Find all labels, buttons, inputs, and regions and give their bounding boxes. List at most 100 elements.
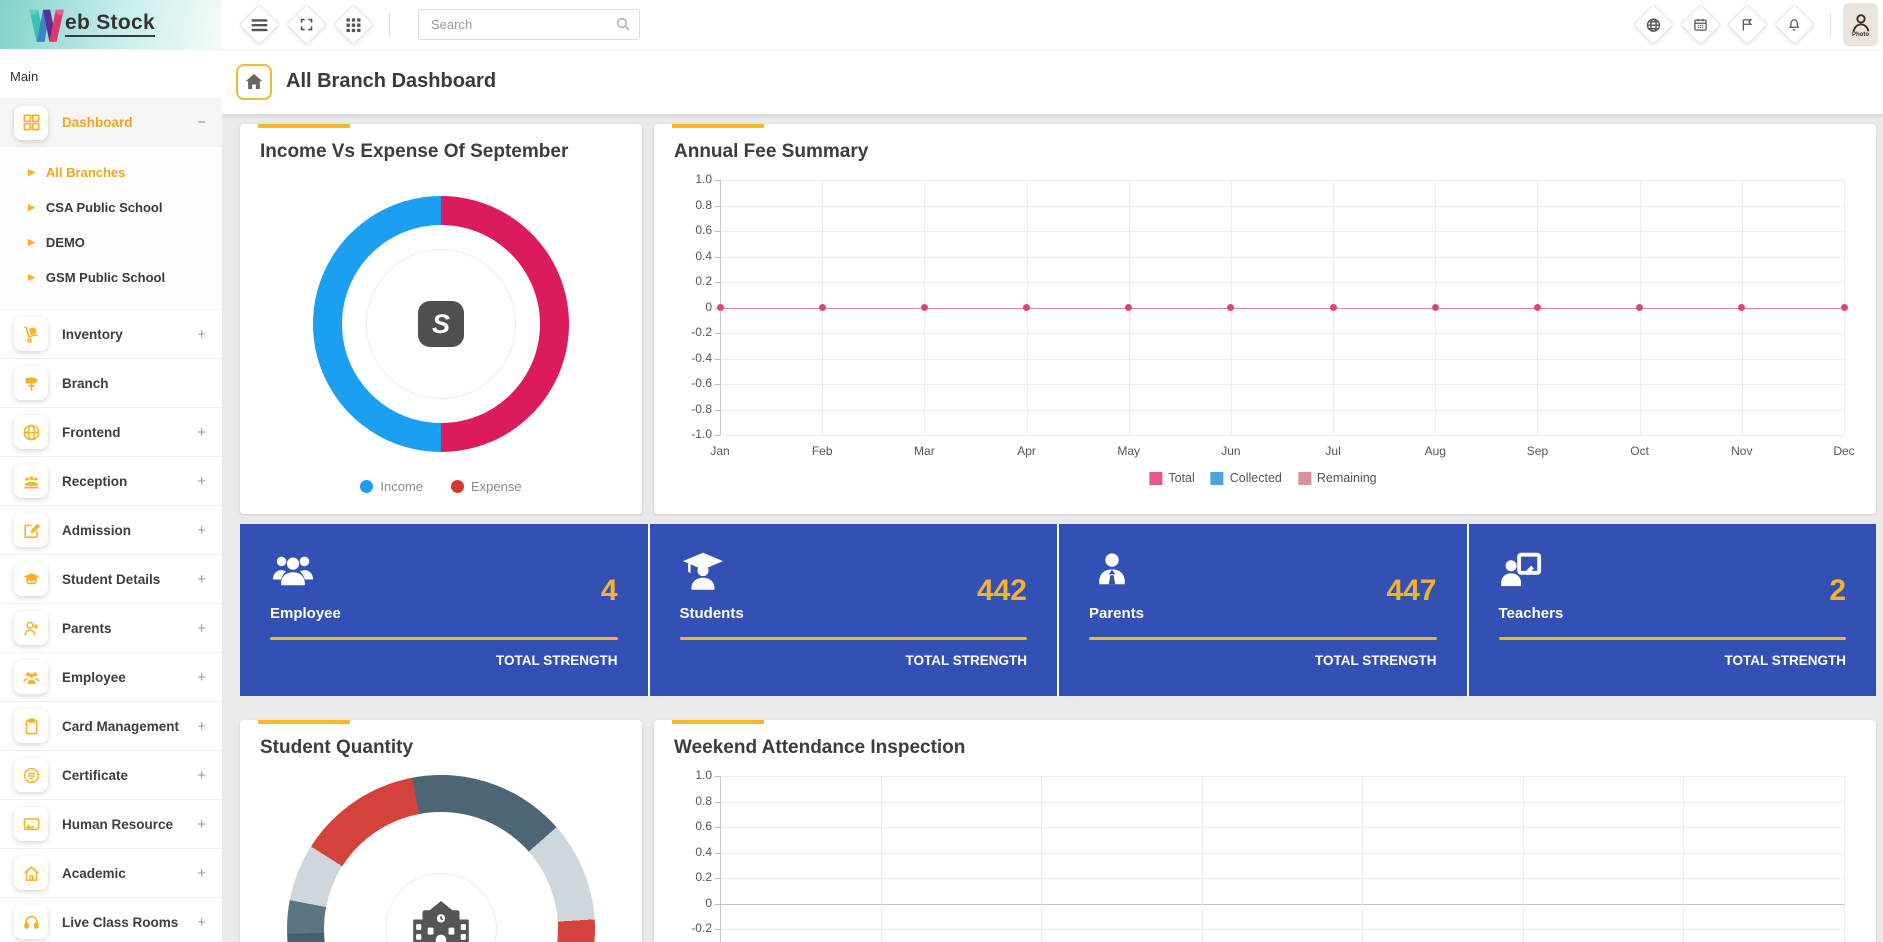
legend-dot (360, 480, 374, 493)
sidebar-item-student-details[interactable]: Student Details + (0, 555, 222, 604)
legend-label: Expense (471, 479, 522, 494)
gridline-h (720, 878, 1844, 879)
expand-icon: + (197, 619, 206, 637)
legend-item-collected: Collected (1210, 471, 1282, 485)
legend-label: Total (1168, 471, 1195, 485)
y-axis-label: -1.0 (691, 427, 712, 441)
sidebar-item-live-class-rooms[interactable]: Live Class Rooms + (0, 898, 222, 942)
fullscreen-button[interactable] (285, 3, 328, 46)
gridline-v (1844, 776, 1845, 942)
gridline-h (720, 333, 1844, 334)
y-axis-tick (715, 801, 720, 803)
stat-card-students: 442 Students TOTAL STRENGTH (647, 524, 1057, 696)
sidebar-item-frontend[interactable]: Frontend + (0, 408, 222, 457)
apps-grid-button[interactable] (332, 3, 375, 46)
gridline-v (880, 776, 882, 942)
stats-row: 4 Employee TOTAL STRENGTH 442 Students TOTAL … (240, 524, 1876, 696)
x-axis-label: Apr (1017, 444, 1036, 458)
expand-icon: + (197, 913, 206, 931)
card-accent-bar (672, 720, 764, 724)
gridline-h (720, 180, 1844, 181)
sidebar-subitem-label: CSA Public School (45, 200, 163, 215)
sidebar-item-branch[interactable]: Branch (0, 359, 222, 408)
menu-toggle-button[interactable] (238, 3, 281, 46)
expand-icon: + (197, 815, 206, 833)
x-axis-label: Aug (1424, 444, 1446, 458)
gridline-h (720, 205, 1844, 207)
data-point (1329, 304, 1337, 311)
home-button[interactable] (236, 63, 272, 100)
expand-icon: + (197, 668, 206, 686)
gridline-h (720, 801, 1844, 803)
expand-icon: + (197, 521, 206, 539)
sidebar-item-dashboard[interactable]: Dashboard − (0, 98, 222, 147)
y-axis-tick (715, 256, 720, 258)
sidebar-subitem-label: All Branches (45, 165, 126, 180)
gridline-h (720, 282, 1844, 283)
stat-divider (679, 637, 1027, 640)
y-axis-label: 0.4 (695, 844, 712, 859)
y-axis-tick (715, 384, 720, 385)
gridline-h (720, 852, 1844, 854)
parents-icon (14, 611, 48, 645)
charts-row-top: Income Vs Expense Of September S Income E… (240, 124, 1876, 514)
sidebar-subitem-csa-public-school[interactable]: ▶ CSA Public School (0, 190, 222, 225)
sidebar-item-employee[interactable]: Employee + (0, 653, 222, 702)
card-management-icon (14, 709, 48, 743)
gridline-h (720, 903, 1844, 905)
expand-icon: + (197, 423, 206, 441)
search-icon[interactable] (615, 16, 631, 37)
x-axis-label: Feb (811, 444, 833, 458)
sidebar-item-label: Frontend (62, 424, 121, 440)
x-axis-label: Sep (1526, 444, 1549, 458)
gridline-h (720, 827, 1844, 828)
x-axis-label: Jan (710, 444, 730, 458)
sidebar-subitem-all-branches[interactable]: ▶ All Branches (0, 155, 222, 190)
flag-icon (1740, 17, 1755, 33)
sidebar-item-human-resource[interactable]: Human Resource + (0, 800, 222, 849)
stat-value: 2 (1829, 574, 1846, 607)
sidebar-subitem-gsm-public-school[interactable]: ▶ GSM Public School (0, 260, 222, 295)
expand-icon: + (197, 864, 206, 882)
weekend-attendance-chart: 1.00.80.60.40.20-0.2-0.4-0.6-0.8-1.0 (674, 768, 1852, 942)
main-content: Income Vs Expense Of September S Income E… (222, 114, 1883, 942)
certificate-icon (14, 758, 48, 792)
gridline-h (720, 384, 1844, 385)
page-header: All Branch Dashboard (222, 49, 1883, 114)
parents-icon (1089, 553, 1135, 594)
flag-button[interactable] (1726, 3, 1769, 46)
stat-divider (1498, 637, 1846, 640)
stat-value: 447 (1386, 574, 1437, 607)
sidebar-item-label: Student Details (62, 571, 161, 587)
language-button[interactable] (1632, 3, 1675, 46)
y-axis-tick (715, 333, 720, 334)
topbar-divider-right (1830, 12, 1831, 37)
data-point (1431, 304, 1439, 311)
notifications-button[interactable] (1773, 3, 1816, 46)
app-logo[interactable]: eb Stock (0, 0, 222, 49)
y-axis-label: -0.6 (691, 376, 712, 390)
sidebar-item-academic[interactable]: Academic + (0, 849, 222, 898)
stat-label: Teachers (1498, 605, 1564, 622)
data-point (818, 304, 826, 311)
sidebar-item-parents[interactable]: Parents + (0, 604, 222, 653)
sidebar-item-reception[interactable]: Reception + (0, 457, 222, 506)
sidebar-item-admission[interactable]: Admission + (0, 506, 222, 555)
students-icon (680, 552, 726, 594)
stat-value: 442 (976, 574, 1027, 607)
calendar-button[interactable] (1679, 3, 1722, 46)
sidebar-item-card-management[interactable]: Card Management + (0, 702, 222, 751)
sidebar-subitem-demo[interactable]: ▶ DEMO (0, 225, 222, 260)
user-avatar[interactable]: Photo (1843, 3, 1878, 46)
search-input[interactable] (418, 9, 640, 40)
sidebar-item-inventory[interactable]: Inventory + (0, 310, 222, 359)
stat-card-parents: 447 Parents TOTAL STRENGTH (1057, 524, 1467, 696)
sidebar-item-certificate[interactable]: Certificate + (0, 751, 222, 800)
sidebar-item-label: Live Class Rooms (62, 914, 179, 930)
data-point (1023, 304, 1031, 311)
data-point (1738, 304, 1746, 311)
user-icon (1852, 13, 1869, 31)
income-expense-card: Income Vs Expense Of September S Income E… (240, 124, 642, 514)
x-axis-label: Jun (1221, 444, 1241, 458)
y-axis-tick (715, 282, 720, 283)
